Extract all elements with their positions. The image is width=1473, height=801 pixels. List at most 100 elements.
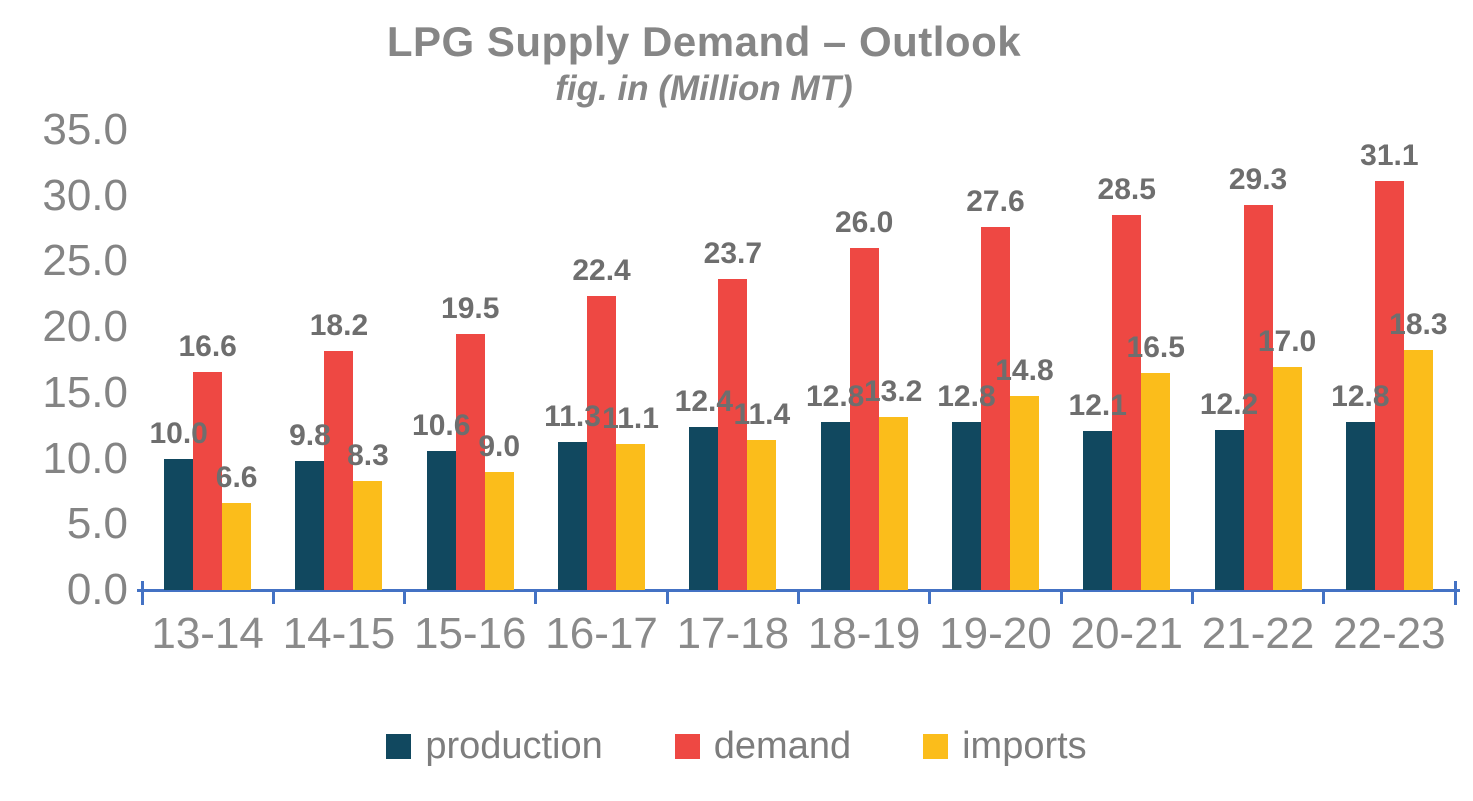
bar-group-17-18: 12.4 23.7 11.4 [667,130,798,590]
y-tick-label: 20.0 [42,302,128,352]
x-tick-label-17-18: 17-18 [676,609,790,658]
bar-imports-18-19 [878,416,908,590]
value-label-production-13-14: 10.0 [149,416,208,450]
value-label-production-14-15: 9.8 [289,419,331,453]
value-label-demand-20-21: 28.5 [1097,173,1156,207]
x-tick-label-13-14: 13-14 [151,609,264,658]
value-label-production-17-18: 12.4 [674,385,734,419]
bar-group-18-19: 12.8 26.0 13.2 [799,130,930,590]
value-label-production-21-22: 12.2 [1199,387,1259,421]
legend-label-production: production [425,725,603,767]
x-tick-label-14-15: 14-15 [282,609,396,658]
value-label-demand-22-23: 31.1 [1360,139,1419,173]
value-label-demand-15-16: 19.5 [441,291,500,325]
plot-area: 10.0 16.6 6.6 9.8 18.2 8.3 10.6 19.5 9.0 11.3 22.4… [137,130,1460,605]
value-label-production-22-23: 12.8 [1331,379,1390,413]
value-label-imports-14-15: 8.3 [347,438,389,472]
x-axis-tick [1322,590,1326,604]
x-axis-tick [797,590,800,604]
bar-group-22-23: 12.8 31.1 18.3 [1324,130,1455,590]
bar-imports-17-18 [747,440,777,590]
value-label-demand-21-22: 29.3 [1228,162,1288,196]
value-label-demand-18-19: 26.0 [834,206,894,240]
legend-label-demand: demand [713,725,852,767]
legend-label-imports: imports [962,725,1087,767]
bar-imports-20-21 [1141,373,1171,590]
bar-production-14-15 [295,461,325,590]
legend-item-production: production [386,725,603,767]
x-tick-label-20-21: 20-21 [1070,609,1184,658]
x-axis-tick [928,590,932,604]
x-axis-tick [140,581,144,605]
value-label-imports-21-22: 17.0 [1257,324,1317,358]
y-tick-label: 5.0 [66,499,128,549]
y-tick-label: 10.0 [42,433,128,483]
bar-imports-19-20 [1009,395,1039,590]
value-label-demand-13-14: 16.6 [178,329,237,363]
bar-demand-13-14 [193,371,223,590]
bar-imports-22-23 [1403,349,1433,590]
x-axis-tick [665,590,669,604]
bar-production-16-17 [558,441,588,590]
bar-imports-21-22 [1272,366,1302,590]
chart-title: LPG Supply Demand – Outlook [386,18,1022,65]
value-label-demand-16-17: 22.4 [572,253,631,287]
legend-item-demand: demand [674,725,852,767]
bar-group-20-21: 12.1 28.5 16.5 [1061,130,1192,590]
bar-production-18-19 [820,421,850,590]
legend-swatch-demand [674,733,700,759]
bar-production-13-14 [164,458,194,590]
legend-swatch-imports [923,733,949,759]
value-label-imports-19-20: 14.8 [995,353,1054,387]
value-label-imports-17-18: 11.4 [733,398,791,432]
bar-demand-22-23 [1374,181,1404,590]
bar-demand-16-17 [587,295,617,590]
bar-production-17-18 [689,427,719,590]
bar-group-19-20: 12.8 27.6 14.8 [930,130,1061,590]
value-label-demand-17-18: 23.7 [703,236,763,270]
value-label-demand-19-20: 27.6 [966,185,1025,219]
bar-imports-14-15 [353,480,383,590]
value-label-imports-16-17: 11.1 [602,402,659,436]
bar-demand-21-22 [1243,204,1273,590]
legend: production demand imports [0,718,1473,774]
value-label-imports-22-23: 18.3 [1389,307,1448,341]
bar-production-21-22 [1214,429,1244,590]
bar-demand-19-20 [980,227,1010,590]
value-label-imports-15-16: 9.0 [478,429,521,463]
y-tick-label: 0.0 [66,565,128,614]
bar-demand-17-18 [718,278,748,590]
chart-subtitle: fig. in (Million MT) [555,69,853,109]
x-axis-tick [1190,590,1194,604]
x-axis-tick [271,590,275,604]
bar-production-19-20 [951,421,981,590]
value-label-production-20-21: 12.1 [1068,388,1127,422]
value-label-production-16-17: 11.3 [544,399,601,433]
y-tick-label: 35.0 [42,105,128,154]
y-tick-label: 15.0 [42,367,128,417]
x-tick-label-16-17: 16-17 [545,609,658,658]
value-label-demand-14-15: 18.2 [309,308,369,342]
y-tick-label: 30.0 [42,170,128,220]
bar-imports-13-14 [222,503,252,590]
value-label-imports-20-21: 16.5 [1126,331,1185,365]
x-axis-tick [534,590,538,604]
x-axis-tick [1059,590,1063,604]
x-tick-label-15-16: 15-16 [413,609,527,658]
bar-group-14-15: 9.8 18.2 8.3 [273,130,404,590]
x-axis-tick [403,590,407,604]
bar-demand-15-16 [455,333,485,590]
bar-group-16-17: 11.3 22.4 11.1 [536,130,667,590]
y-tick-label: 25.0 [42,236,128,286]
x-axis-tick [1453,581,1457,605]
value-label-production-18-19: 12.8 [805,379,865,413]
x-tick-label-22-23: 22-23 [1333,609,1446,658]
bar-production-22-23 [1345,421,1375,590]
value-label-imports-13-14: 6.6 [215,461,258,495]
bar-group-21-22: 12.2 29.3 17.0 [1192,130,1323,590]
bar-production-20-21 [1083,430,1113,590]
x-tick-label-19-20: 19-20 [939,609,1052,658]
value-label-production-19-20: 12.8 [937,379,996,413]
bar-imports-16-17 [616,444,646,590]
